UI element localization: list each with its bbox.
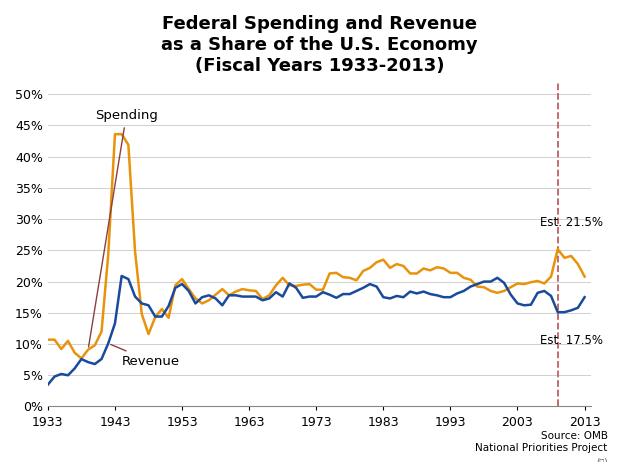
Text: Spending: Spending <box>89 109 157 347</box>
Text: Est. 17.5%: Est. 17.5% <box>539 334 603 347</box>
Text: Source: OMB
National Priorities Project: Source: OMB National Priorities Project <box>476 431 608 453</box>
Text: Revenue: Revenue <box>111 345 180 368</box>
Title: Federal Spending and Revenue
as a Share of the U.S. Economy
(Fiscal Years 1933-2: Federal Spending and Revenue as a Share … <box>161 15 478 74</box>
Text: (Ⓒ): (Ⓒ) <box>596 458 608 462</box>
Text: Est. 21.5%: Est. 21.5% <box>539 216 603 229</box>
